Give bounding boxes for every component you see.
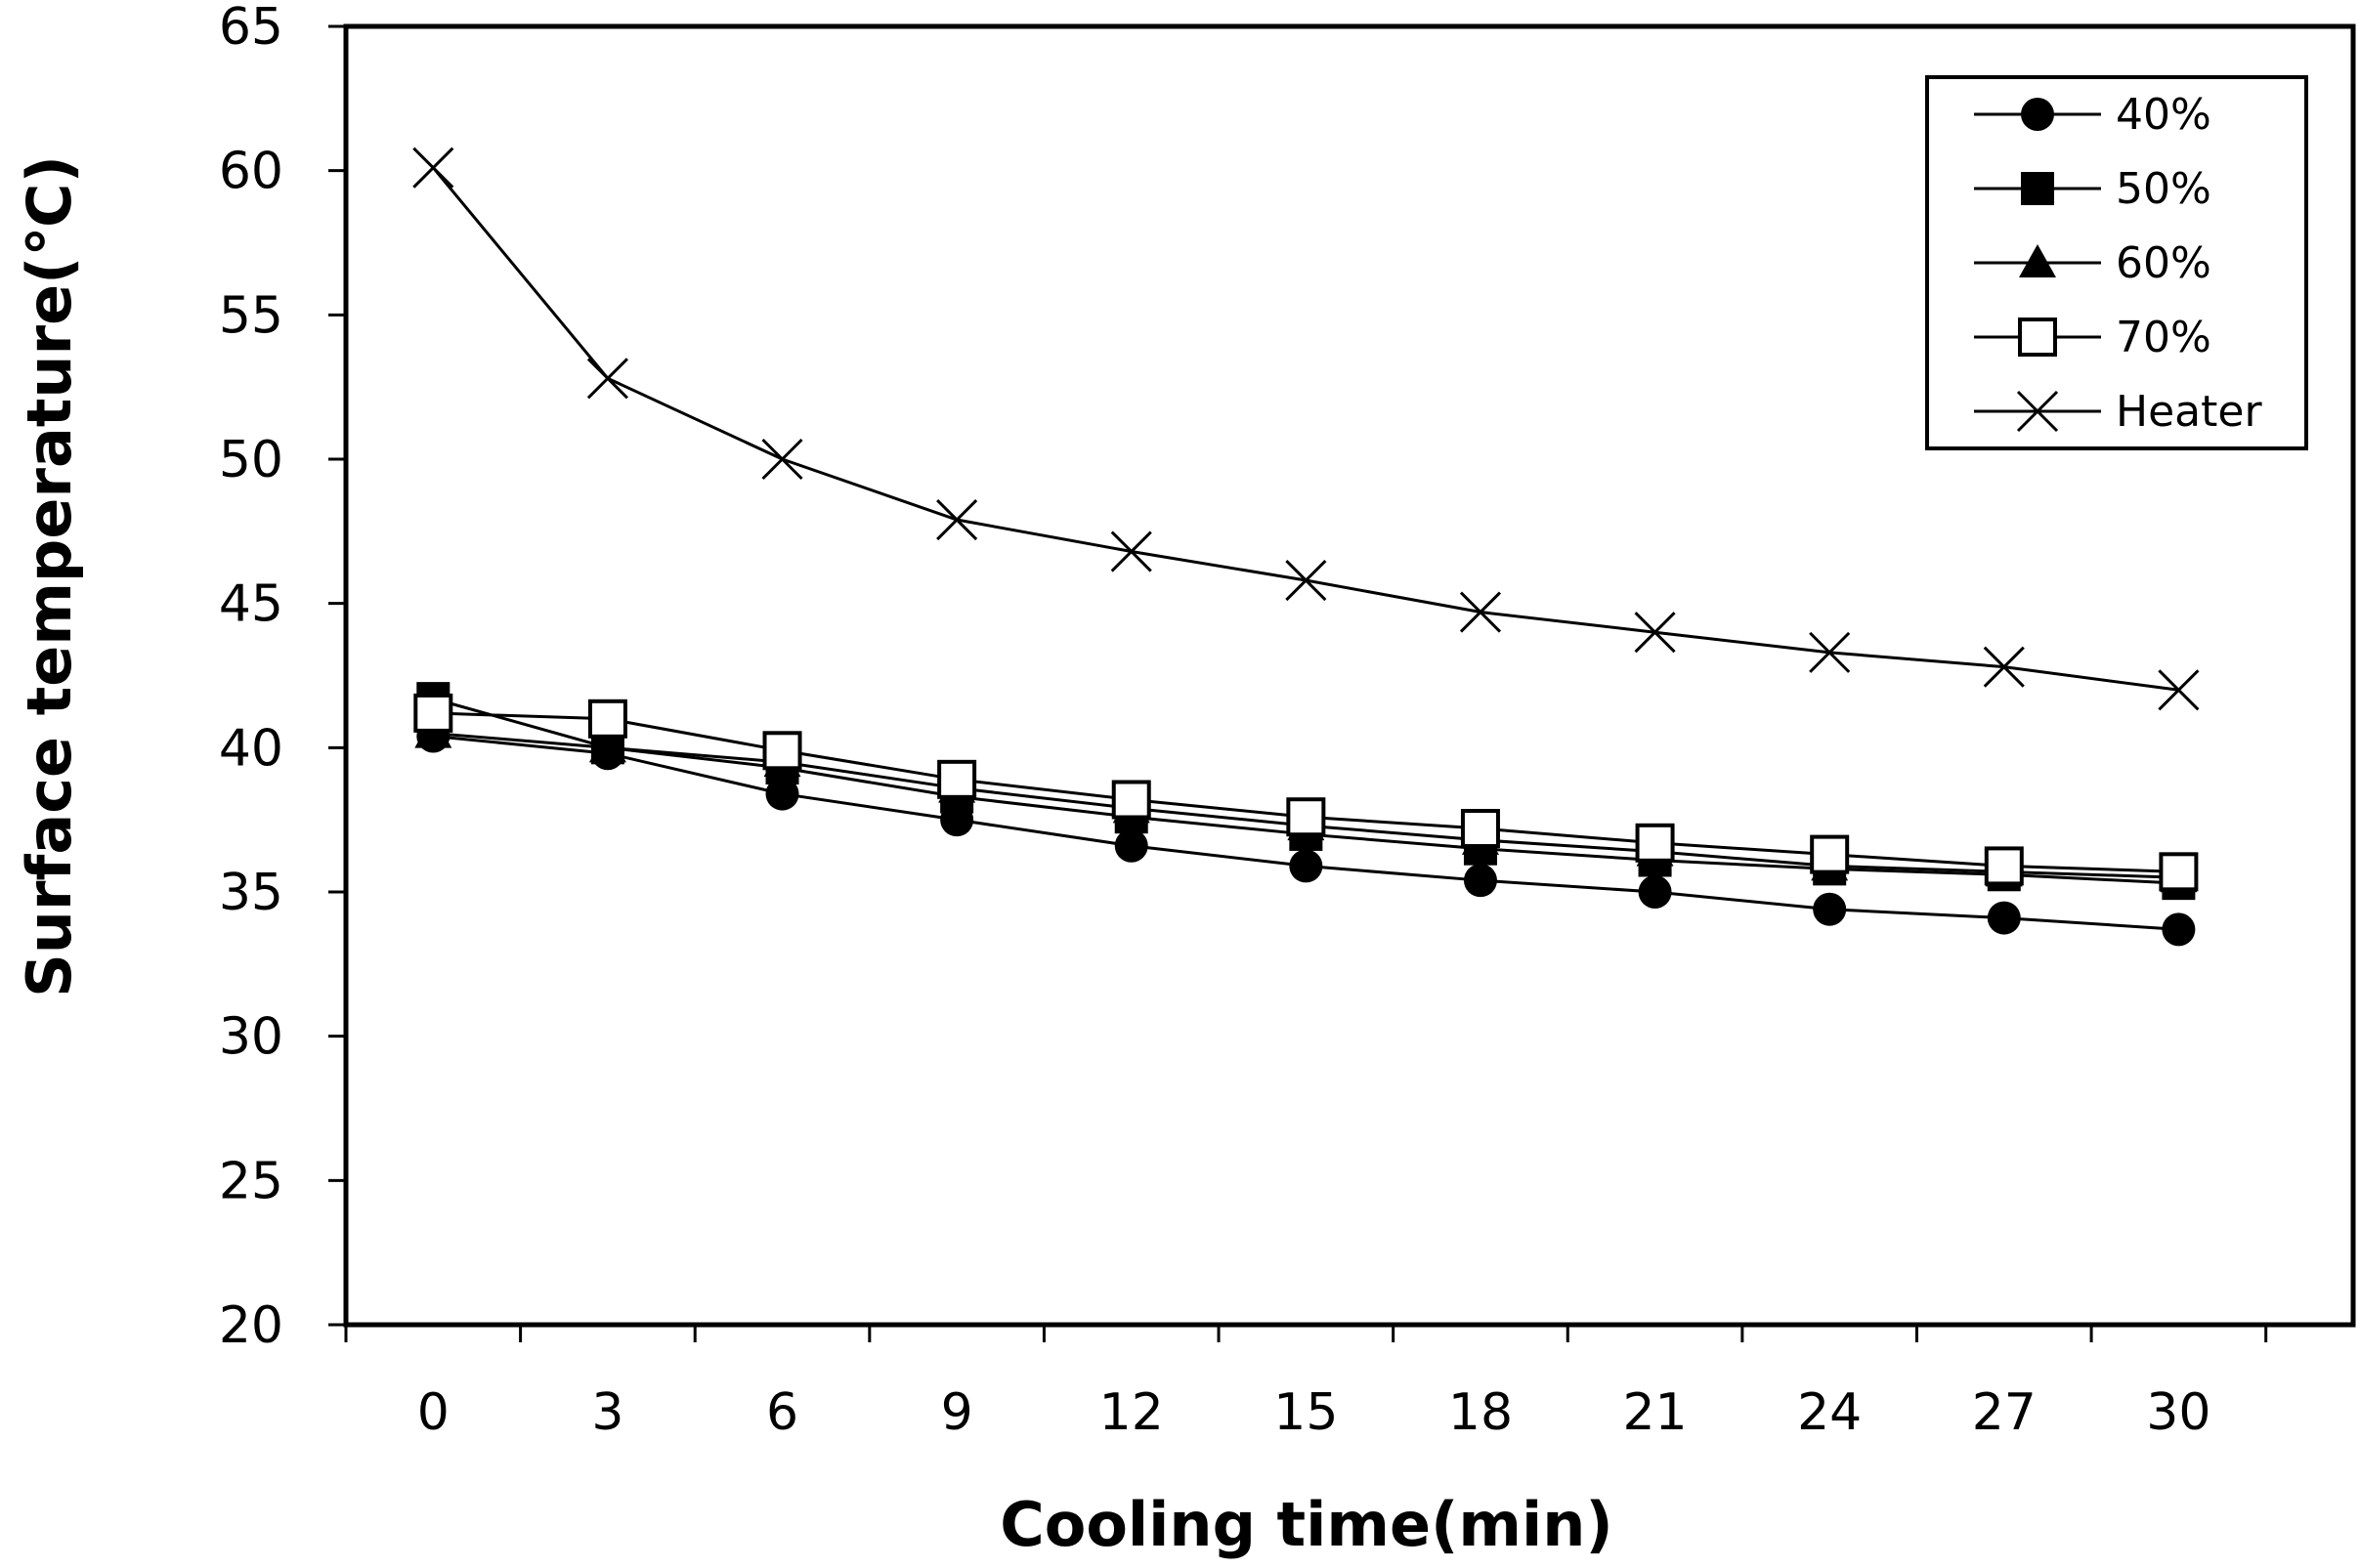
series-x bbox=[412, 147, 2200, 711]
data-point bbox=[1114, 828, 1148, 863]
legend-label: 40% bbox=[2116, 90, 2211, 140]
y-tick-label: 35 bbox=[219, 864, 283, 922]
data-point bbox=[761, 438, 803, 481]
y-tick-label: 55 bbox=[219, 286, 283, 345]
legend-marker bbox=[2021, 172, 2054, 205]
x-tick-label: 15 bbox=[1273, 1383, 1338, 1442]
data-point bbox=[587, 699, 627, 739]
y-axis: 20 25 30 35 40 45 50 55 60 65 bbox=[219, 0, 346, 1355]
legend-label: 60% bbox=[2116, 238, 2211, 288]
data-point bbox=[2162, 912, 2196, 947]
data-point bbox=[586, 358, 628, 400]
series-line bbox=[432, 166, 2179, 692]
legend-label: 50% bbox=[2116, 164, 2211, 214]
data-point bbox=[1459, 591, 1502, 633]
legend-marker bbox=[2016, 390, 2059, 433]
plot-frame bbox=[343, 23, 2356, 1328]
x-tick-label: 6 bbox=[766, 1383, 798, 1442]
data-point bbox=[937, 759, 977, 799]
data-point bbox=[1984, 846, 2024, 886]
data-point bbox=[1810, 834, 1850, 874]
legend-marker bbox=[2019, 244, 2056, 277]
data-point bbox=[1983, 646, 2025, 688]
y-tick-label: 50 bbox=[219, 431, 283, 489]
data-point bbox=[1634, 612, 1676, 654]
y-tick-label: 20 bbox=[219, 1296, 283, 1355]
legend-label: 70% bbox=[2116, 313, 2211, 362]
y-tick-label: 65 bbox=[219, 0, 283, 57]
x-tick-label: 21 bbox=[1622, 1383, 1687, 1442]
y-axis-title: Surface temperature(℃) bbox=[14, 155, 85, 997]
x-tick-label: 18 bbox=[1448, 1383, 1513, 1442]
data-point bbox=[1463, 864, 1497, 898]
data-point bbox=[1813, 892, 1847, 926]
series-open-square bbox=[413, 693, 2199, 892]
x-tick-label: 24 bbox=[1797, 1383, 1862, 1442]
data-point bbox=[588, 729, 626, 763]
data-point bbox=[762, 731, 802, 771]
data-point bbox=[1111, 780, 1151, 820]
x-axis: 0 3 6 9 12 15 18 21 24 27 30 bbox=[344, 1325, 2268, 1442]
data-point bbox=[2159, 852, 2199, 892]
x-tick-label: 12 bbox=[1099, 1383, 1164, 1442]
data-point bbox=[1460, 809, 1500, 849]
data-point bbox=[413, 693, 453, 733]
data-point bbox=[1638, 875, 1672, 909]
x-tick-label: 9 bbox=[941, 1383, 973, 1442]
legend-label: Heater bbox=[2116, 387, 2262, 437]
data-point bbox=[1110, 530, 1152, 572]
x-tick-label: 0 bbox=[417, 1383, 450, 1442]
data-point bbox=[1285, 559, 1327, 602]
x-tick-label: 3 bbox=[591, 1383, 623, 1442]
legend-marker bbox=[2018, 318, 2057, 357]
y-tick-label: 45 bbox=[219, 575, 283, 634]
series-group bbox=[412, 147, 2200, 947]
x-tick-label: 27 bbox=[1972, 1383, 2037, 1442]
data-point bbox=[1987, 901, 2021, 935]
y-tick-label: 40 bbox=[219, 719, 283, 778]
legend: 40% 50% 60% 70% Heater bbox=[1925, 75, 2308, 450]
data-point bbox=[412, 147, 454, 189]
data-point bbox=[765, 777, 799, 811]
data-point bbox=[1809, 631, 1851, 673]
data-point bbox=[2158, 669, 2200, 711]
y-tick-label: 60 bbox=[219, 143, 283, 201]
y-tick-label: 30 bbox=[219, 1008, 283, 1067]
x-axis-title: Cooling time(min) bbox=[1000, 1489, 1613, 1560]
data-point bbox=[1635, 823, 1675, 863]
x-tick-label: 30 bbox=[2146, 1383, 2210, 1442]
legend-marker bbox=[2021, 98, 2054, 131]
data-point bbox=[1289, 849, 1323, 883]
y-tick-label: 25 bbox=[219, 1152, 283, 1210]
data-point bbox=[1286, 797, 1326, 837]
data-point bbox=[936, 498, 978, 541]
